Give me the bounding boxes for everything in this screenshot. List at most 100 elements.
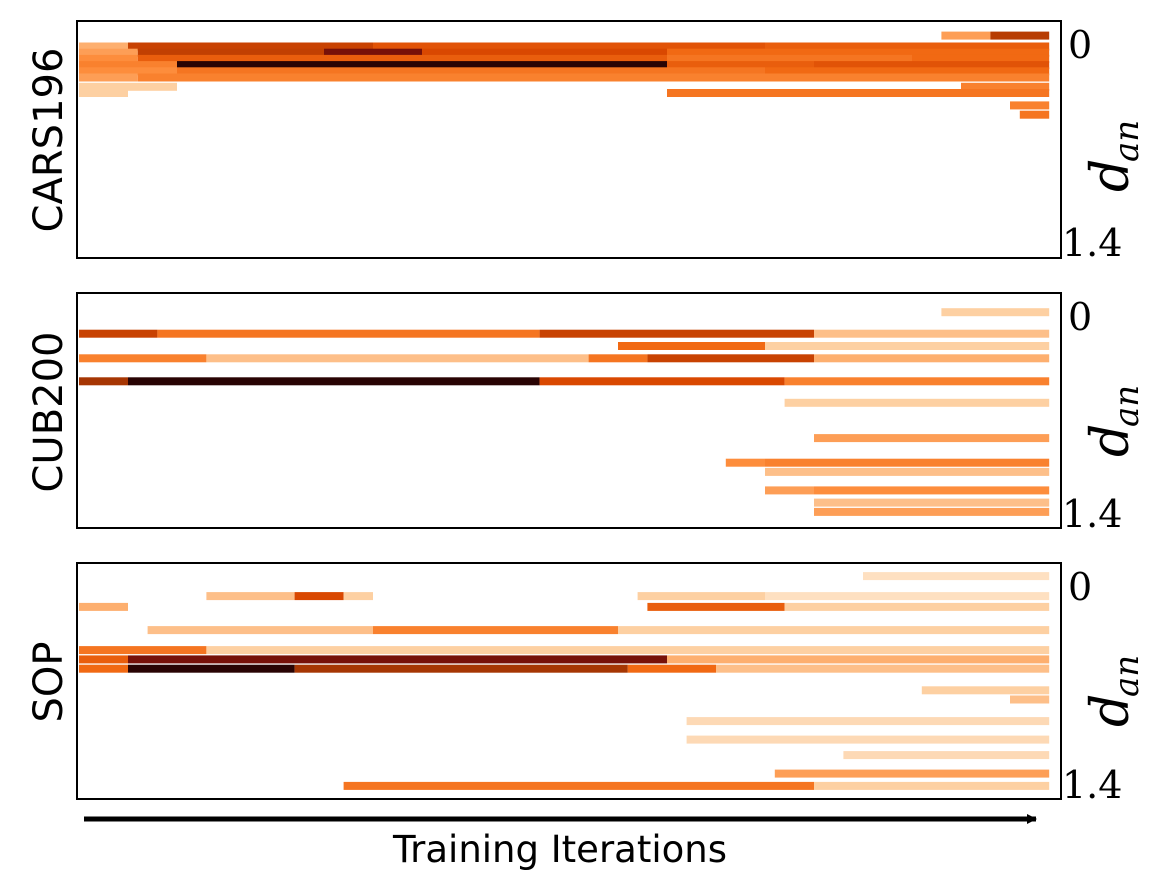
y-axis-label-main-cub200: d	[1081, 424, 1141, 457]
panel-label-cub200: CUB200	[26, 332, 72, 493]
heatmap-cell	[774, 769, 1050, 778]
heatmap-cell	[686, 717, 1050, 726]
heatmap-cells-sop	[79, 572, 1050, 790]
heatmap-cell	[324, 48, 422, 57]
heatmap-cell	[667, 48, 1050, 57]
heatmap-cell	[725, 458, 765, 467]
heatmap-cell	[539, 329, 814, 338]
heatmap-cell	[667, 89, 1050, 97]
heatmap-cell	[128, 377, 540, 386]
heatmap-cell	[79, 54, 138, 63]
heatmap-cell	[147, 626, 373, 635]
heatmap-cell	[765, 67, 1050, 76]
heatmap-cell	[637, 592, 765, 601]
heatmap-cell	[941, 308, 1050, 317]
heatmap-cell	[422, 48, 667, 57]
y-tick-top-cars196: 0	[1068, 23, 1092, 67]
heatmap-cell	[618, 626, 1050, 635]
heatmap-cell	[814, 329, 1050, 338]
x-axis-label: Training Iterations	[392, 828, 727, 871]
panel-cub200: CUB200 0 1.4 d an	[26, 292, 1147, 536]
heatmap-cell	[814, 498, 1050, 507]
heatmap-cell	[177, 67, 765, 76]
heatmap-cell	[784, 602, 1050, 611]
heatmap-cell	[177, 61, 667, 70]
y-tick-top-sop: 0	[1068, 565, 1092, 609]
heatmap-cell	[765, 486, 814, 495]
heatmap-cell	[627, 664, 716, 673]
heatmap-cell	[79, 61, 177, 70]
plot-frame-cub200	[76, 292, 1062, 529]
heatmap-cell	[294, 592, 344, 601]
heatmap-cell	[206, 354, 589, 363]
heatmap-cell	[343, 781, 814, 790]
heatmap-cell	[373, 42, 765, 51]
heatmap-cell	[206, 646, 1050, 655]
heatmap-cell	[784, 377, 1050, 386]
heatmap-cell	[79, 377, 128, 386]
panel-cars196: CARS196 0 1.4 d an	[26, 20, 1147, 265]
heatmap-cell	[765, 592, 1050, 601]
heatmap-cell	[79, 42, 128, 51]
heatmap-cell	[79, 655, 128, 664]
heatmap-cell	[765, 467, 1050, 476]
y-axis-label-main-cars196: d	[1081, 159, 1141, 192]
heatmap-cell	[206, 592, 295, 601]
y-axis-label-sub-cars196: an	[1107, 120, 1147, 162]
heatmap-cell	[765, 42, 1050, 51]
heatmap-cell	[814, 354, 1050, 363]
heatmap-cell	[128, 664, 295, 673]
heatmap-cell	[814, 434, 1050, 443]
heatmap-cell	[79, 48, 138, 57]
heatmap-cell	[1010, 695, 1050, 704]
plot-frame-sop	[76, 562, 1062, 800]
heatmap-cell	[128, 655, 667, 664]
heatmap-cell	[784, 398, 1050, 407]
y-axis-label-sub-sop: an	[1107, 655, 1147, 697]
heatmap-cells-cub200	[79, 308, 1050, 516]
heatmap-cell	[79, 329, 158, 338]
panel-label-sop: SOP	[26, 642, 72, 723]
heatmap-cells-cars196	[79, 31, 1050, 119]
heatmap-cell	[618, 342, 765, 350]
heatmap-cell	[343, 592, 373, 601]
y-axis-label-cars196: d an	[1081, 120, 1147, 192]
y-tick-bottom-cars196: 1.4	[1062, 221, 1122, 265]
heatmap-cell	[1010, 101, 1050, 110]
heatmap-cell	[539, 377, 785, 386]
heatmap-cell	[765, 342, 1050, 350]
heatmap-cell	[79, 82, 177, 91]
heatmap-cell	[912, 54, 1050, 63]
heatmap-cell	[137, 73, 1050, 82]
heatmap-cell	[961, 82, 1050, 91]
heatmap-cell	[79, 73, 138, 82]
heatmap-cell	[921, 686, 1050, 695]
heatmap-cell	[157, 329, 540, 338]
y-axis-label-main-sop: d	[1081, 694, 1141, 727]
y-axis-label-sop: d an	[1081, 655, 1147, 727]
heatmap-cell	[843, 751, 1050, 760]
heatmap-cell	[686, 735, 1050, 744]
heatmap-cell	[79, 67, 177, 76]
heatmap-cell	[1019, 110, 1050, 119]
y-axis-label-cub200: d an	[1081, 385, 1147, 457]
heatmap-cell	[137, 48, 324, 57]
heatmap-cell	[814, 781, 1050, 790]
y-tick-bottom-cub200: 1.4	[1062, 492, 1122, 536]
heatmap-cell	[373, 626, 618, 635]
y-axis-label-sub-cub200: an	[1107, 385, 1147, 427]
panel-sop: SOP 0 1.4 d an	[26, 562, 1147, 807]
heatmap-cell	[137, 54, 668, 63]
y-tick-bottom-sop: 1.4	[1062, 763, 1122, 807]
heatmap-cell	[588, 354, 648, 363]
heatmap-cell	[941, 31, 991, 40]
plot-frame-cars196	[76, 20, 1062, 259]
heatmap-cell	[990, 31, 1050, 40]
heatmap-cell	[863, 572, 1050, 581]
heatmap-cell	[647, 602, 785, 611]
heatmap-cell	[667, 655, 1050, 664]
heatmap-cell	[79, 602, 128, 611]
heatmap-cell	[814, 486, 1050, 495]
panel-label-cars196: CARS196	[26, 48, 72, 233]
